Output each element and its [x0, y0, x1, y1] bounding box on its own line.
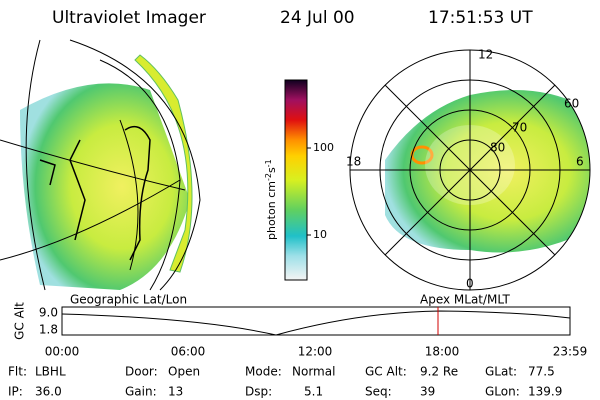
mlt-label: 12: [478, 48, 493, 62]
footer-label: Gain:: [125, 385, 157, 399]
footer-label: Mode:: [245, 365, 282, 379]
aurora: [385, 90, 590, 253]
y-tick-label: 1.8: [39, 323, 58, 337]
time: 17:51:53 UT: [428, 8, 533, 28]
caption: Geographic Lat/Lon: [70, 293, 187, 307]
exponent: -2: [264, 173, 273, 181]
x-tick-label: 06:00: [171, 345, 206, 359]
footer-value: 13: [168, 385, 183, 399]
footer-value: LBHL: [35, 365, 66, 379]
colorbar-label: photon cm-2s-1: [264, 159, 279, 240]
polar-grid: [349, 49, 591, 291]
title: Ultraviolet Imager: [52, 8, 206, 28]
x-tick-label: 00:00: [45, 345, 80, 359]
footer-label: Seq:: [365, 385, 392, 399]
mlt-label: 6: [576, 155, 584, 169]
aurora-edge: [134, 54, 193, 273]
caption: Apex MLat/MLT: [420, 293, 510, 307]
lat-label: 60: [564, 97, 579, 111]
spokes: [350, 50, 590, 290]
exponent: -1: [264, 159, 273, 167]
colorbar-tick-label: 100: [313, 141, 334, 154]
x-tick-label: 23:59: [553, 345, 588, 359]
date: 24 Jul 00: [280, 8, 355, 28]
lat-label: 70: [512, 121, 527, 135]
footer-label: GLat:: [485, 365, 517, 379]
footer-label: Flt:: [8, 365, 27, 379]
unit: s: [265, 167, 278, 173]
footer: Flt: LBHL Door: Open Mode: Normal GC Alt: 9.2 R…: [8, 365, 562, 399]
unit: photon cm: [265, 181, 278, 240]
footer-value: 77.5: [528, 365, 555, 379]
axis-label: GC Alt: [13, 302, 27, 340]
footer-label: Door:: [125, 365, 158, 379]
coastlines: [39, 125, 151, 261]
footer-label: GC Alt:: [365, 365, 407, 379]
colorbar: [284, 79, 308, 281]
lat-label: 80: [490, 141, 505, 155]
footer-value: 5.1: [304, 385, 323, 399]
footer-value: Normal: [292, 365, 335, 379]
y-tick-label: 9.0: [39, 306, 58, 320]
footer-label: GLon:: [485, 385, 520, 399]
x-tick-label: 18:00: [425, 345, 460, 359]
footer-value: 139.9: [528, 385, 562, 399]
footer-value: 36.0: [35, 385, 62, 399]
geographic-image: [0, 39, 201, 291]
mlt-label: 18: [346, 155, 361, 169]
altitude-curve: [61, 310, 571, 336]
mlt-label: 0: [466, 277, 474, 291]
footer-value: 9.2 Re: [420, 365, 458, 379]
grid-lines: [0, 39, 201, 291]
footer-label: IP:: [8, 385, 23, 399]
x-tick-label: 12:00: [298, 345, 333, 359]
footer-value: Open: [168, 365, 200, 379]
footer-value: 39: [420, 385, 435, 399]
polar-image: [385, 90, 590, 253]
colorbar-tick-label: 10: [313, 228, 327, 241]
altitude-frame: [61, 306, 571, 336]
footer-label: Dsp:: [245, 385, 272, 399]
